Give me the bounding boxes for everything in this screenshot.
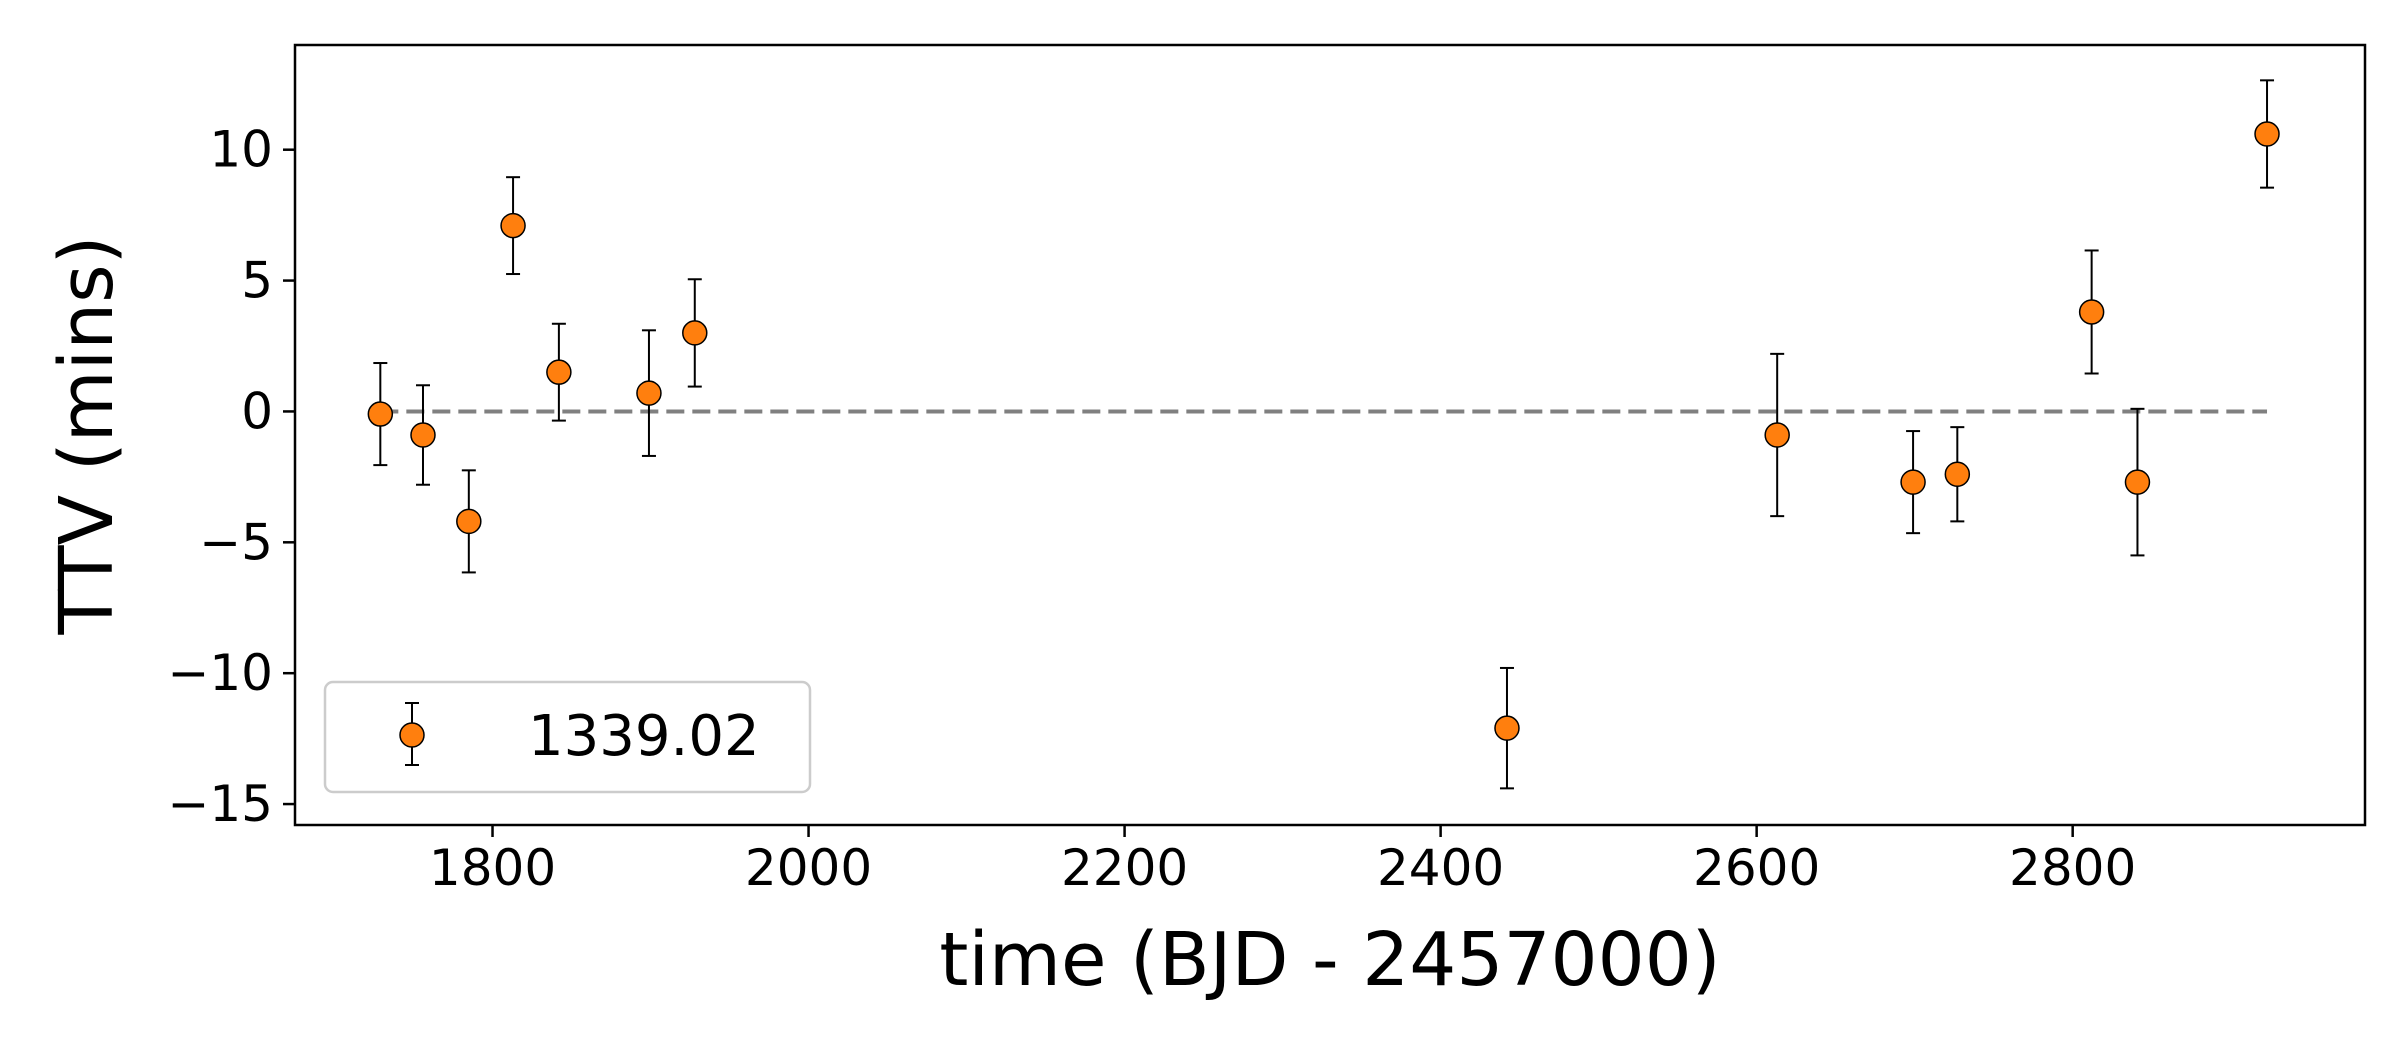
y-tick-label: −5	[199, 513, 273, 571]
point-marker	[456, 508, 482, 535]
data-point	[682, 278, 708, 388]
point-marker	[636, 380, 662, 406]
data-point	[2078, 249, 2105, 375]
y-tick-label: 10	[209, 121, 273, 179]
x-tick-label: 2800	[2009, 839, 2136, 897]
data-point	[410, 384, 436, 486]
data-point	[500, 176, 526, 276]
legend-box	[323, 680, 812, 794]
data-point	[2124, 407, 2151, 557]
y-tick-label: 0	[241, 382, 273, 440]
point-marker	[1764, 422, 1790, 448]
y-axis-ticks: −15 −10 −5 0 5 10	[167, 121, 295, 833]
data-point	[1944, 426, 1971, 523]
point-marker	[546, 359, 572, 385]
y-axis-title: TTV (mins)	[44, 235, 130, 635]
point-marker	[1494, 715, 1520, 741]
x-tick-label: 2400	[1377, 839, 1504, 897]
legend-label: 1339.02	[528, 704, 760, 769]
x-tick-label: 2000	[745, 839, 872, 897]
y-tick-label: 5	[241, 252, 273, 310]
data-point	[456, 469, 482, 574]
y-tick-label: −10	[167, 644, 273, 702]
x-axis-title: time (BJD - 2457000)	[939, 917, 1720, 1003]
point-marker	[500, 212, 526, 239]
point-marker	[1944, 461, 1971, 488]
x-tick-label: 1800	[429, 839, 556, 897]
legend-point-marker	[399, 722, 425, 748]
point-marker	[367, 401, 394, 427]
data-point	[546, 322, 572, 422]
point-marker	[2254, 121, 2280, 147]
data-points-layer	[367, 79, 2280, 790]
x-tick-label: 2600	[1693, 839, 1820, 897]
point-marker	[2124, 469, 2151, 495]
data-point	[1494, 666, 1520, 790]
point-marker	[2078, 299, 2105, 325]
point-marker	[1900, 469, 1926, 495]
x-tick-label: 2200	[1061, 839, 1188, 897]
data-point	[2254, 79, 2280, 189]
point-marker	[410, 422, 436, 448]
x-axis-ticks: 1800 2000 2200 2400 2600 2800	[429, 825, 2136, 897]
data-point	[636, 329, 662, 457]
plot-area-frame	[293, 43, 2367, 827]
y-tick-label: −15	[167, 775, 273, 833]
data-point	[1764, 352, 1790, 518]
data-point	[1900, 430, 1926, 535]
legend: 1339.02	[323, 680, 812, 794]
point-marker	[682, 320, 708, 346]
data-point	[367, 362, 394, 467]
